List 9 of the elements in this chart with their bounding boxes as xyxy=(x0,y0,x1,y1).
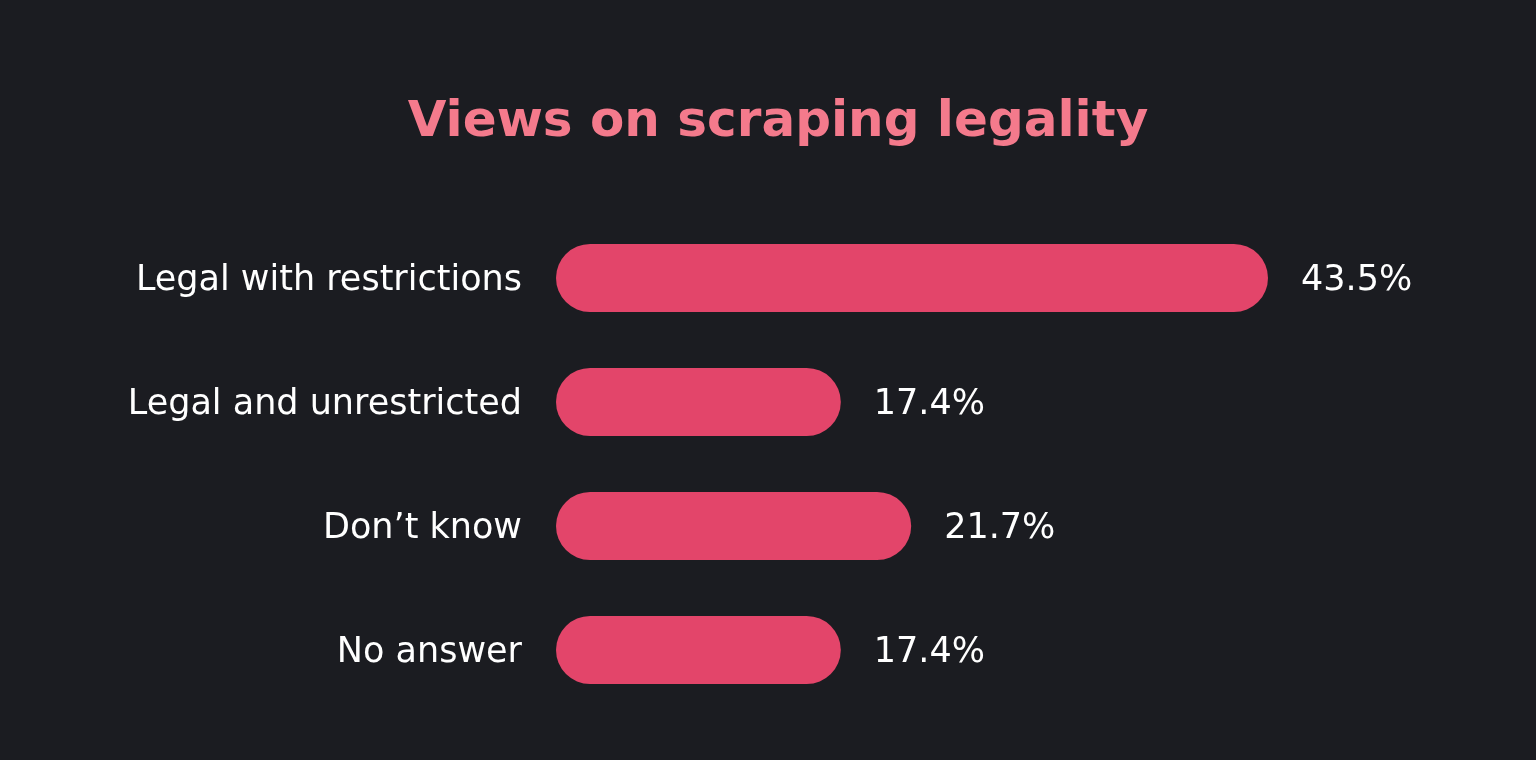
data-label: 21.7% xyxy=(944,506,1056,547)
data-label: 17.4% xyxy=(873,630,985,671)
y-tick-label: Don’t know xyxy=(322,506,522,547)
y-tick-label: Legal with restrictions xyxy=(135,258,522,299)
data-label: 17.4% xyxy=(873,382,985,423)
y-tick-label: No answer xyxy=(336,630,523,671)
y-tick-label: Legal and unrestricted xyxy=(127,382,522,423)
data-label: 43.5% xyxy=(1301,258,1413,299)
chart-title: Views on scraping legality xyxy=(407,90,1149,148)
